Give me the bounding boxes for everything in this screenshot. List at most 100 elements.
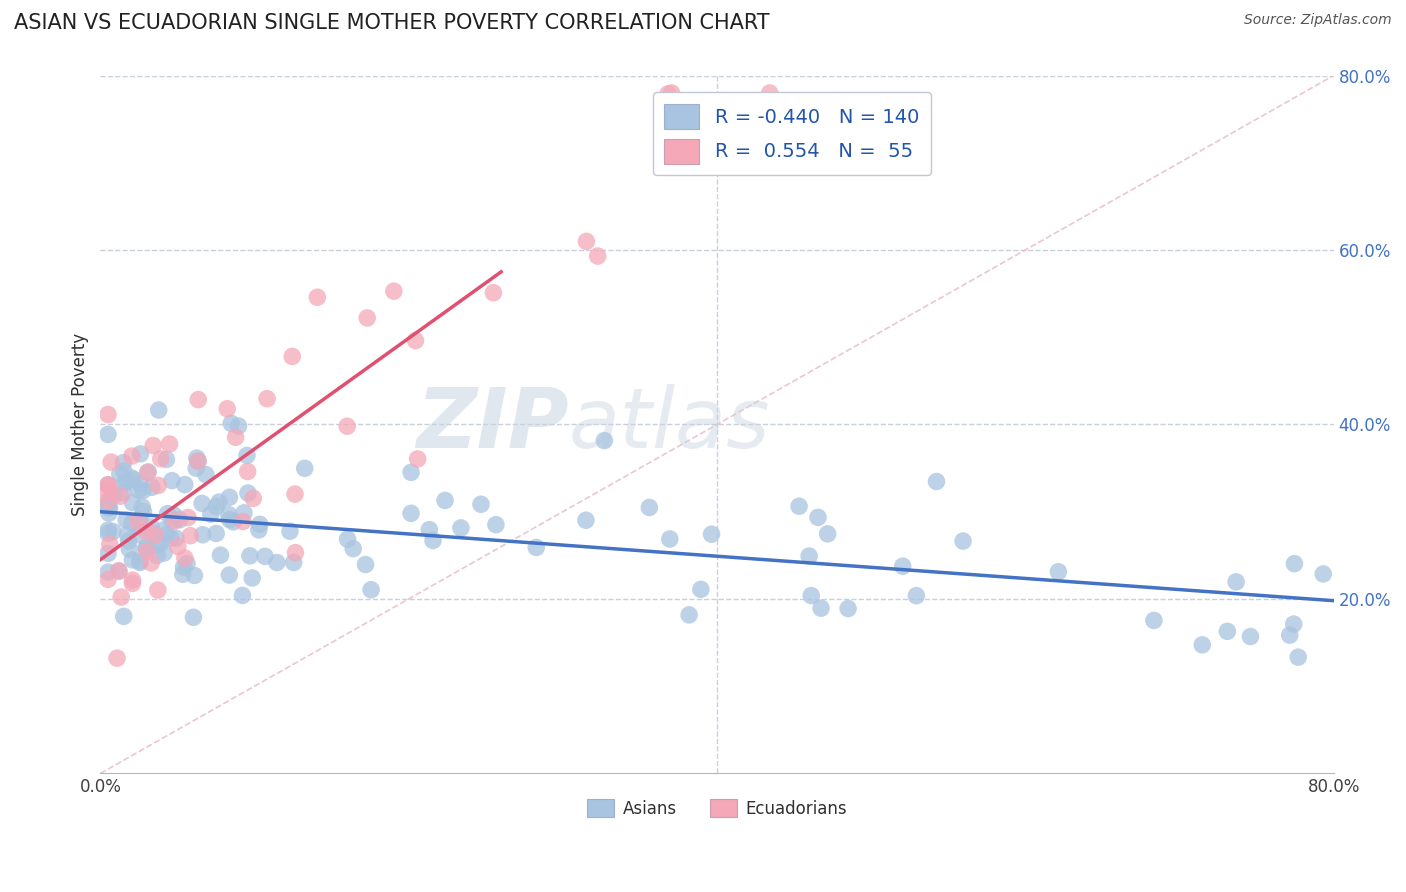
Point (891, 559, 914, 574)
Point (905, 589, 928, 603)
Point (1143, 614, 1166, 628)
Point (108, 564, 131, 578)
Point (807, 510, 830, 524)
Point (1191, 638, 1213, 652)
Point (575, 513, 598, 527)
Point (115, 513, 138, 527)
Point (256, 392, 278, 406)
Point (800, 589, 823, 603)
Point (176, 557, 198, 571)
Point (228, 419, 250, 434)
Point (97, 477, 120, 491)
Point (173, 477, 195, 491)
Point (382, 284, 405, 298)
Point (121, 516, 143, 531)
Point (233, 506, 256, 520)
Point (141, 525, 163, 540)
Point (186, 451, 208, 466)
Point (658, 532, 681, 546)
Point (236, 486, 259, 500)
Point (97, 546, 120, 560)
Point (179, 529, 201, 543)
Point (434, 493, 457, 508)
Point (524, 541, 547, 555)
Point (111, 485, 134, 500)
Point (169, 513, 191, 527)
Point (148, 478, 170, 492)
Point (183, 610, 205, 624)
Point (810, 601, 832, 615)
Point (153, 546, 176, 560)
Point (723, 98, 745, 112)
Point (218, 508, 240, 522)
Point (165, 514, 187, 528)
Point (1047, 565, 1070, 579)
Point (97, 477, 120, 491)
Point (586, 249, 609, 263)
Text: ZIP: ZIP (416, 384, 569, 465)
Point (128, 556, 150, 570)
Point (118, 542, 141, 557)
Point (925, 475, 948, 489)
Point (129, 477, 152, 491)
Point (152, 523, 174, 537)
Point (253, 549, 276, 564)
Point (236, 465, 259, 479)
Point (225, 430, 247, 444)
Point (186, 461, 208, 475)
Point (247, 523, 270, 537)
Point (422, 533, 444, 548)
Point (155, 452, 177, 467)
Point (231, 588, 253, 602)
Point (117, 527, 139, 541)
Point (132, 483, 155, 498)
Point (121, 496, 143, 510)
Point (97, 493, 120, 508)
Point (160, 531, 183, 545)
Point (98, 500, 121, 515)
Point (266, 556, 288, 570)
Point (107, 564, 129, 578)
Point (97, 408, 120, 422)
Point (173, 551, 195, 566)
Point (149, 451, 172, 466)
Point (450, 521, 472, 535)
Point (797, 549, 820, 563)
Point (249, 517, 271, 532)
Point (97, 523, 120, 537)
Point (218, 490, 240, 504)
Point (191, 528, 214, 542)
Point (1216, 624, 1239, 639)
Point (160, 514, 183, 528)
Point (657, 87, 679, 101)
Point (208, 495, 231, 509)
Point (356, 310, 378, 325)
Point (283, 556, 305, 570)
Point (146, 549, 169, 563)
Point (217, 401, 239, 416)
Point (342, 541, 364, 556)
Point (127, 515, 149, 529)
Point (97, 506, 120, 520)
Point (136, 465, 159, 479)
Point (284, 487, 307, 501)
Point (97, 573, 120, 587)
Point (135, 541, 157, 555)
Point (112, 464, 135, 478)
Point (141, 480, 163, 494)
Point (218, 513, 240, 527)
Point (1239, 630, 1261, 644)
Point (817, 527, 839, 541)
Point (195, 467, 218, 482)
Point (638, 500, 661, 515)
Point (758, 86, 780, 100)
Point (97, 500, 120, 514)
Point (485, 517, 508, 532)
Point (399, 466, 422, 480)
Point (97, 427, 120, 442)
Point (183, 568, 205, 582)
Point (236, 449, 259, 463)
Point (101, 524, 124, 539)
Point (131, 500, 153, 514)
Point (98, 537, 121, 551)
